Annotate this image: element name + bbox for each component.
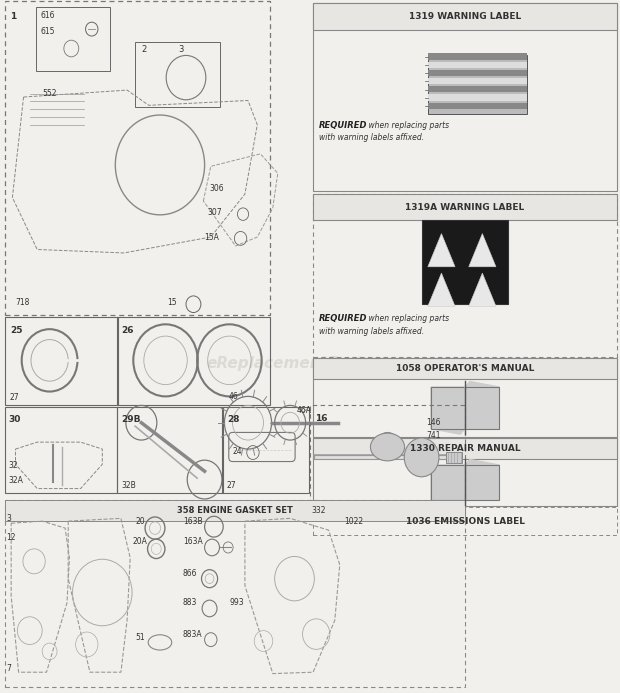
Polygon shape — [428, 234, 455, 267]
Polygon shape — [313, 438, 617, 459]
Text: 1319 WARNING LABEL: 1319 WARNING LABEL — [409, 12, 521, 21]
Text: 27: 27 — [10, 393, 20, 401]
Text: 2: 2 — [141, 46, 146, 54]
Text: 1036 EMISSIONS LABEL: 1036 EMISSIONS LABEL — [405, 517, 525, 525]
Polygon shape — [465, 381, 499, 428]
Text: when replacing parts: when replacing parts — [366, 315, 449, 323]
Text: 26: 26 — [122, 326, 134, 335]
Text: 24: 24 — [232, 448, 242, 456]
Text: 46: 46 — [228, 392, 238, 401]
Text: with warning labels affixed.: with warning labels affixed. — [319, 134, 425, 142]
Text: 1319A WARNING LABEL: 1319A WARNING LABEL — [405, 203, 525, 211]
Text: 3: 3 — [179, 46, 184, 54]
Text: 25: 25 — [10, 326, 22, 335]
Polygon shape — [469, 234, 496, 267]
Text: 993: 993 — [229, 599, 244, 607]
Text: 29B: 29B — [122, 415, 141, 424]
Polygon shape — [313, 3, 617, 30]
Text: 20A: 20A — [132, 538, 147, 546]
Polygon shape — [428, 103, 527, 109]
Polygon shape — [431, 465, 465, 505]
Text: 163B: 163B — [183, 517, 203, 525]
Polygon shape — [428, 273, 455, 306]
Ellipse shape — [371, 433, 404, 461]
Text: eReplacementParts.com: eReplacementParts.com — [206, 356, 414, 371]
Text: 741: 741 — [427, 431, 441, 439]
Polygon shape — [428, 78, 527, 84]
Text: 146: 146 — [427, 419, 441, 427]
Text: 358 ENGINE GASKET SET: 358 ENGINE GASKET SET — [177, 507, 293, 515]
Text: 1330 REPAIR MANUAL: 1330 REPAIR MANUAL — [410, 444, 520, 453]
Text: 1058 OPERATOR'S MANUAL: 1058 OPERATOR'S MANUAL — [396, 365, 534, 373]
Text: 15: 15 — [167, 299, 177, 307]
Text: 20: 20 — [135, 517, 145, 525]
Text: 3: 3 — [6, 514, 11, 523]
Polygon shape — [313, 194, 617, 220]
Text: 1: 1 — [10, 12, 16, 21]
Text: 615: 615 — [40, 27, 55, 35]
Text: 27: 27 — [227, 481, 237, 489]
Text: 307: 307 — [208, 209, 223, 217]
Text: 7: 7 — [6, 665, 11, 673]
Polygon shape — [431, 387, 465, 434]
Text: 32: 32 — [8, 462, 18, 470]
Polygon shape — [422, 220, 508, 304]
Polygon shape — [428, 94, 527, 100]
Text: REQUIRED: REQUIRED — [319, 315, 368, 323]
Text: 32B: 32B — [122, 481, 136, 489]
Polygon shape — [313, 358, 617, 379]
Text: 51: 51 — [135, 633, 145, 642]
Text: 1022: 1022 — [344, 517, 363, 525]
Polygon shape — [428, 86, 527, 92]
Text: 32A: 32A — [8, 477, 23, 485]
Text: 718: 718 — [16, 299, 30, 307]
Text: when replacing parts: when replacing parts — [366, 121, 449, 130]
Polygon shape — [446, 452, 462, 463]
Polygon shape — [428, 70, 527, 76]
Text: with warning labels affixed.: with warning labels affixed. — [319, 327, 425, 335]
Polygon shape — [428, 55, 527, 114]
Circle shape — [376, 432, 399, 457]
Text: 16: 16 — [315, 414, 327, 423]
Text: 616: 616 — [40, 11, 55, 19]
Text: 15A: 15A — [205, 233, 219, 241]
Text: 552: 552 — [42, 89, 56, 98]
Text: 866: 866 — [183, 569, 197, 577]
Text: 46A: 46A — [296, 406, 311, 414]
Circle shape — [404, 438, 439, 477]
Polygon shape — [469, 273, 496, 306]
Text: 30: 30 — [8, 415, 20, 424]
Text: 28: 28 — [227, 415, 239, 424]
Text: 306: 306 — [210, 184, 224, 193]
Text: 883: 883 — [183, 599, 197, 607]
Polygon shape — [465, 459, 499, 500]
Polygon shape — [5, 500, 465, 521]
Text: 332: 332 — [312, 507, 326, 515]
Polygon shape — [428, 62, 527, 68]
Polygon shape — [428, 53, 527, 60]
Text: 163A: 163A — [183, 538, 203, 546]
Text: REQUIRED: REQUIRED — [319, 121, 368, 130]
Text: 883A: 883A — [183, 630, 203, 638]
Text: 12: 12 — [6, 533, 16, 541]
